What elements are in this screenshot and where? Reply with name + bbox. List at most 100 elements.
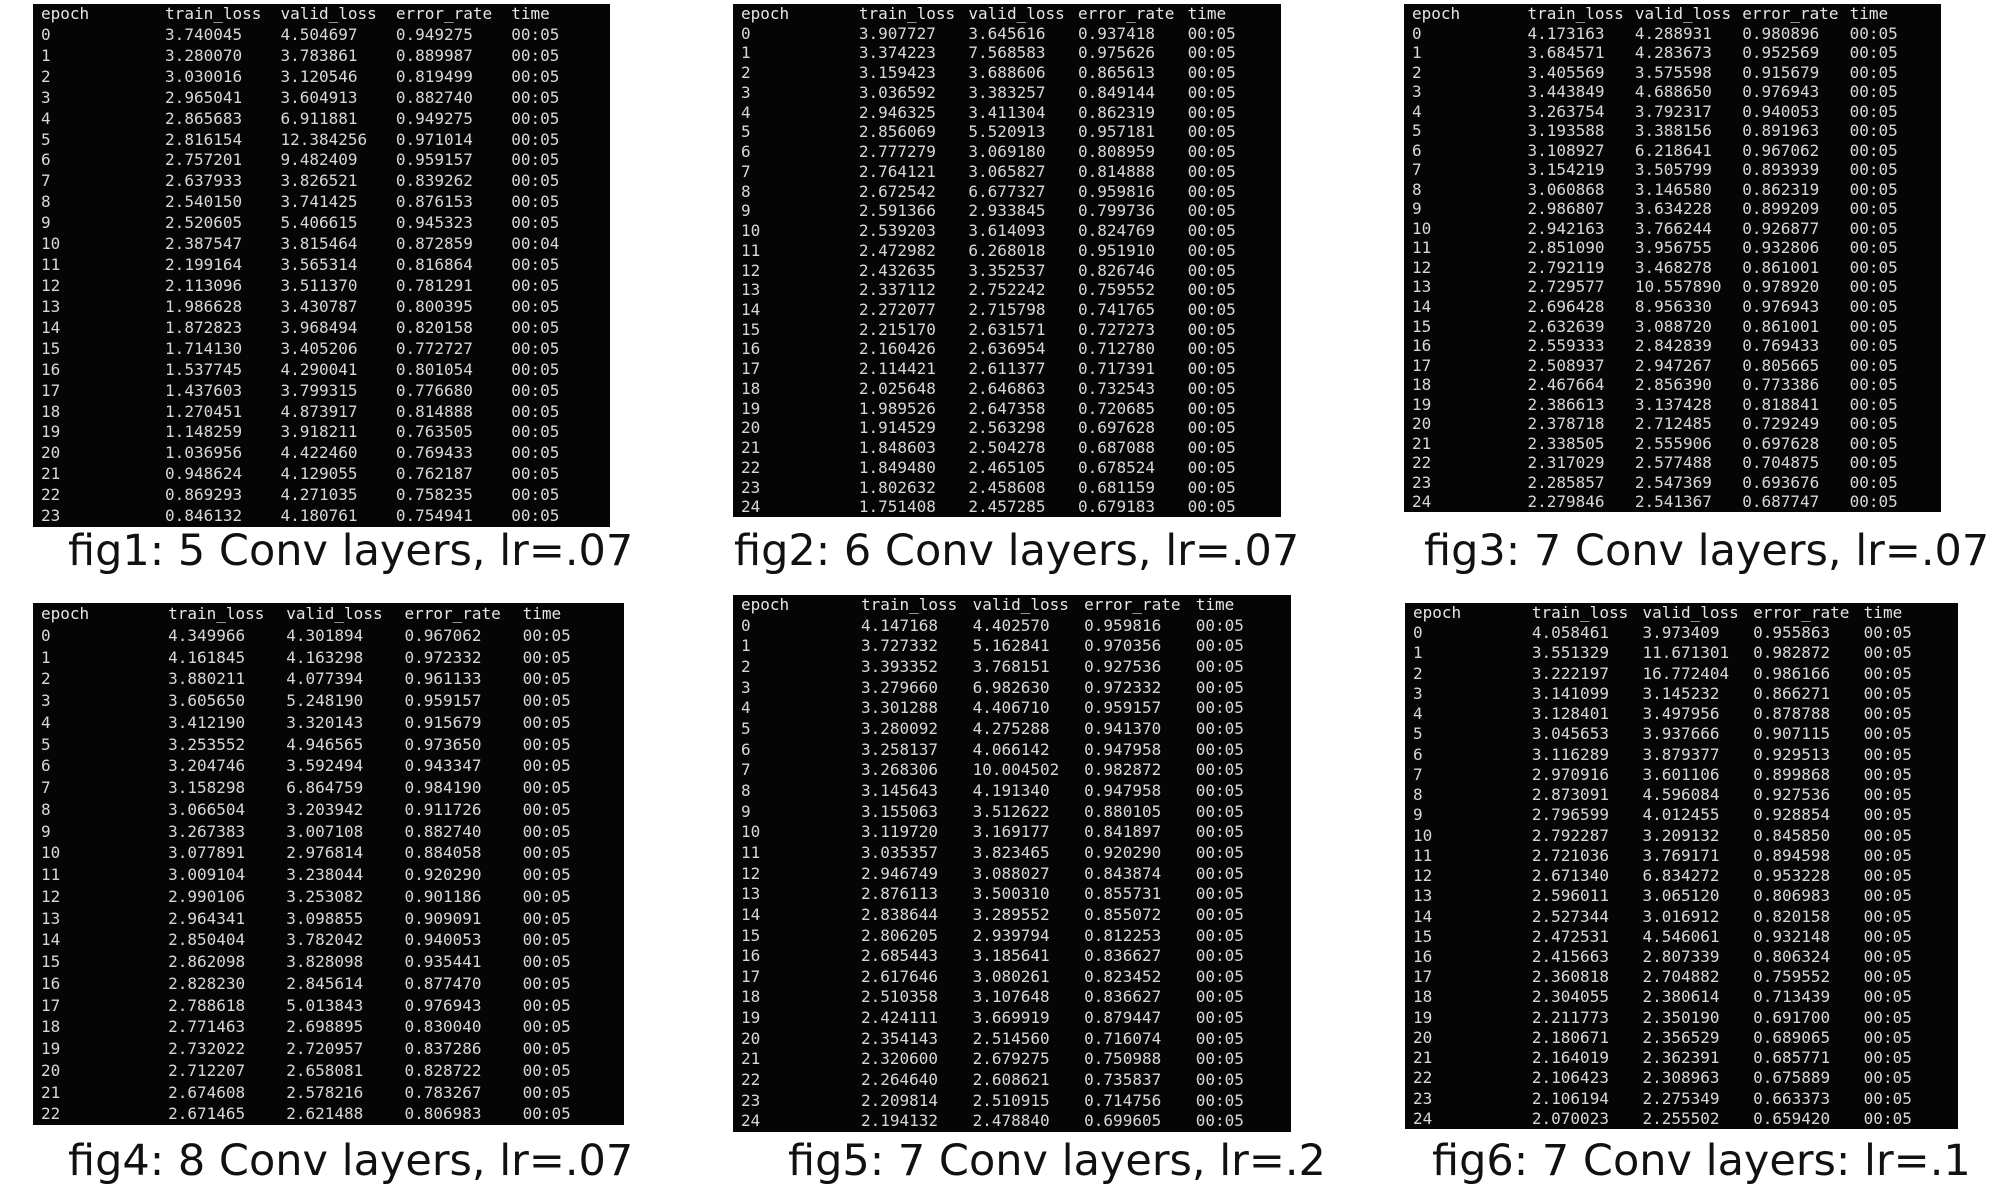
table-cell-time: 00:05 — [1863, 906, 1912, 926]
table-cell-epoch: 12 — [741, 260, 761, 280]
table-row: 11 2.721036 3.769171 0.894598 00:05 — [1405, 846, 1958, 866]
column-header-time: time — [511, 4, 550, 23]
table-row: 18 2.304055 2.380614 0.713439 00:05 — [1405, 987, 1958, 1007]
table-cell-error-rate: 0.679183 — [1078, 497, 1156, 517]
table-cell-epoch: 18 — [41, 401, 61, 421]
table-cell-epoch: 2 — [741, 63, 751, 83]
table-cell-valid-loss: 4.129055 — [280, 464, 358, 484]
column-header-epoch: epoch — [741, 595, 790, 614]
table-cell-time: 00:05 — [511, 338, 560, 358]
table-cell-valid-loss: 3.782042 — [286, 930, 364, 950]
table-cell-error-rate: 0.828722 — [404, 1060, 482, 1080]
table-cell-time: 00:05 — [1849, 101, 1898, 121]
table-cell-valid-loss: 3.937666 — [1642, 724, 1720, 744]
table-cell-error-rate: 0.759552 — [1753, 967, 1831, 987]
figure-caption: fig2: 6 Conv layers, lr=.07 — [734, 526, 1300, 576]
table-cell-valid-loss: 3.137428 — [1634, 394, 1712, 414]
table-row: 19 2.424111 3.669919 0.879447 00:05 — [733, 1008, 1291, 1029]
table-cell-train-loss: 3.119720 — [860, 822, 939, 842]
table-cell-train-loss: 2.508937 — [1527, 355, 1605, 375]
table-cell-time: 00:05 — [511, 255, 560, 275]
table-cell-train-loss: 2.850404 — [168, 930, 246, 950]
table-row: 22 2.317029 2.577488 0.704875 00:05 — [1404, 453, 1941, 473]
terminal-output: epoch train_loss valid_loss error_rate time 0… — [33, 4, 610, 527]
table-cell-train-loss: 2.965041 — [165, 87, 243, 107]
table-cell-valid-loss: 4.402570 — [972, 615, 1050, 635]
table-cell-valid-loss: 2.679275 — [972, 1049, 1050, 1069]
table-cell-valid-loss: 4.163298 — [286, 647, 364, 667]
table-cell-epoch: 14 — [41, 930, 61, 950]
table-cell-time: 00:05 — [1195, 1028, 1244, 1048]
table-cell-train-loss: 4.161845 — [168, 647, 246, 667]
table-cell-time: 00:05 — [522, 1039, 571, 1058]
table-cell-time: 00:05 — [511, 24, 560, 44]
table-row: 7 3.268306 10.004502 0.982872 00:05 — [733, 760, 1291, 781]
table-cell-error-rate: 0.659420 — [1753, 1108, 1831, 1128]
table-row: 0 3.907727 3.645616 0.937418 00:05 — [733, 24, 1281, 44]
table-cell-time: 00:05 — [1863, 724, 1912, 744]
table-row: 20 1.914529 2.563298 0.697628 00:05 — [733, 418, 1281, 438]
table-cell-valid-loss: 4.271035 — [280, 485, 358, 505]
table-cell-epoch: 24 — [741, 497, 761, 517]
table-cell-train-loss: 3.258137 — [860, 739, 939, 759]
table-cell-time: 00:05 — [1863, 764, 1912, 784]
table-cell-train-loss: 3.155063 — [860, 801, 939, 821]
table-cell-valid-loss: 2.807339 — [1642, 946, 1720, 966]
table-cell-epoch: 17 — [1412, 355, 1432, 375]
table-row: 14 2.696428 8.956330 0.976943 00:05 — [1404, 297, 1941, 317]
table-cell-error-rate: 0.899868 — [1753, 764, 1831, 784]
table-cell-train-loss: 2.788618 — [168, 995, 246, 1015]
table-cell-epoch: 22 — [1413, 1068, 1433, 1088]
table-cell-valid-loss: 2.555906 — [1634, 433, 1712, 453]
table-cell-error-rate: 0.693676 — [1742, 472, 1820, 492]
table-cell-error-rate: 0.812253 — [1084, 925, 1162, 945]
table-cell-time: 00:05 — [511, 150, 560, 170]
column-header-train-loss: train_loss — [1527, 4, 1624, 23]
table-cell-train-loss: 3.880211 — [168, 669, 246, 689]
table-row: 9 3.267383 3.007108 0.882740 00:05 — [33, 821, 624, 843]
table-cell-valid-loss: 3.383257 — [968, 82, 1046, 102]
table-cell-time: 00:04 — [511, 234, 560, 254]
table-cell-time: 00:05 — [511, 108, 560, 128]
table-cell-time: 00:05 — [1863, 785, 1912, 805]
table-cell-error-rate: 0.945323 — [395, 213, 473, 233]
table-cell-error-rate: 0.865613 — [1078, 63, 1156, 83]
table-row: 12 2.113096 3.511370 0.781291 00:05 — [33, 276, 610, 297]
table-cell-epoch: 19 — [1412, 394, 1432, 414]
table-cell-epoch: 14 — [1413, 906, 1433, 926]
table-row: 13 2.337112 2.752242 0.759552 00:05 — [733, 280, 1281, 300]
table-cell-epoch: 11 — [741, 842, 761, 862]
table-row: 19 1.148259 3.918211 0.763505 00:05 — [33, 422, 610, 443]
table-row: 2 3.405569 3.575598 0.915679 00:05 — [1404, 63, 1941, 83]
table-cell-valid-loss: 4.066142 — [972, 739, 1050, 759]
table-cell-valid-loss: 3.500310 — [972, 884, 1050, 904]
table-cell-error-rate: 0.928854 — [1753, 805, 1831, 825]
training-log-table: epoch train_loss valid_loss error_rate time 0… — [733, 595, 1291, 1132]
table-cell-epoch: 11 — [741, 240, 761, 260]
table-cell-epoch: 7 — [741, 760, 751, 780]
table-cell-train-loss: 2.160426 — [858, 339, 936, 359]
column-header-error-rate: error_rate — [1742, 4, 1839, 23]
table-cell-epoch: 7 — [41, 778, 51, 797]
terminal-output: epoch train_loss valid_loss error_rate time 0… — [733, 4, 1281, 517]
table-cell-epoch: 18 — [1413, 987, 1433, 1007]
table-cell-epoch: 10 — [1413, 825, 1433, 845]
table-cell-error-rate: 0.947958 — [1084, 739, 1162, 759]
table-cell-train-loss: 2.777279 — [858, 142, 936, 162]
table-cell-time: 00:05 — [511, 464, 560, 484]
table-row: 8 3.066504 3.203942 0.911726 00:05 — [33, 799, 624, 821]
table-cell-valid-loss: 6.218641 — [1634, 140, 1712, 160]
table-cell-error-rate: 0.926877 — [1742, 218, 1820, 238]
table-cell-train-loss: 3.684571 — [1527, 43, 1605, 63]
table-cell-epoch: 3 — [741, 82, 751, 102]
table-cell-train-loss: 2.862098 — [168, 952, 246, 971]
table-cell-time: 00:05 — [522, 865, 571, 884]
table-cell-time: 00:05 — [522, 952, 571, 971]
table-cell-train-loss: 2.796599 — [1531, 805, 1609, 825]
table-cell-train-loss: 2.838644 — [860, 904, 939, 924]
table-cell-valid-loss: 3.614093 — [968, 221, 1046, 241]
table-cell-time: 00:05 — [1195, 925, 1244, 945]
table-cell-train-loss: 1.849480 — [858, 457, 936, 477]
table-cell-train-loss: 2.472982 — [858, 240, 936, 260]
table-cell-error-rate: 0.972332 — [1084, 677, 1162, 697]
